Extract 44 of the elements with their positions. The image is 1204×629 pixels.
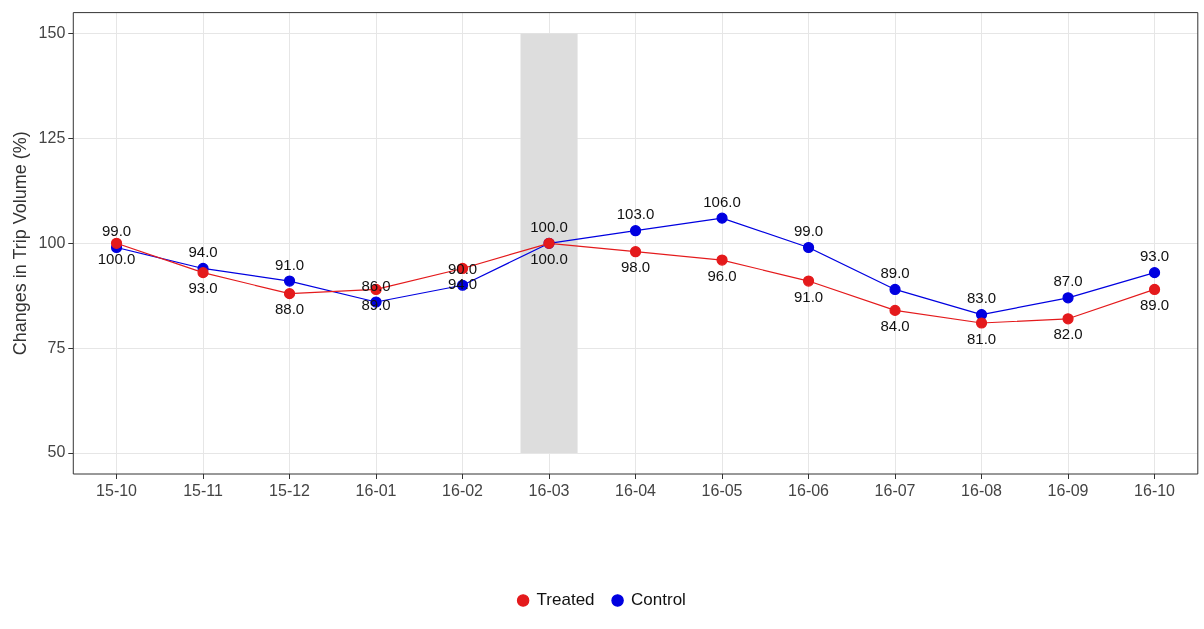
x-tick-label: 16-10 bbox=[1134, 482, 1176, 500]
x-tick-label: 15-12 bbox=[269, 482, 311, 500]
y-tick-label: 50 bbox=[47, 443, 66, 461]
y-axis-title: Changes in Trip Volume (%) bbox=[9, 131, 30, 356]
x-tick-label: 15-11 bbox=[183, 482, 224, 500]
y-tick-label: 150 bbox=[38, 23, 66, 41]
data-label: 91.0 bbox=[793, 287, 824, 305]
data-label: 82.0 bbox=[1053, 325, 1083, 343]
data-label: 88.0 bbox=[274, 300, 305, 318]
data-label: 89.0 bbox=[880, 264, 910, 282]
data-label: 84.0 bbox=[880, 317, 910, 335]
data-label: 83.0 bbox=[966, 289, 997, 307]
data-label: 99.0 bbox=[101, 222, 132, 240]
data-label: 87.0 bbox=[1053, 272, 1083, 290]
data-label: 106.0 bbox=[703, 192, 741, 210]
data-label: 81.0 bbox=[966, 329, 997, 347]
data-label: 103.0 bbox=[616, 205, 655, 223]
data-label: 100.0 bbox=[530, 249, 568, 267]
data-label: 91.0 bbox=[274, 255, 305, 273]
x-tick-label: 16-03 bbox=[528, 482, 570, 500]
data-label: 89.0 bbox=[1139, 296, 1170, 314]
legend-label: Treated bbox=[536, 590, 595, 610]
data-label: 100.0 bbox=[530, 217, 568, 235]
x-tick-label: 16-05 bbox=[701, 482, 743, 500]
x-tick-label: 16-06 bbox=[788, 482, 830, 500]
x-tick-label: 15-10 bbox=[96, 482, 138, 500]
data-label: 93.0 bbox=[188, 279, 218, 297]
y-tick-label: 125 bbox=[38, 128, 66, 146]
x-tick-label: 16-08 bbox=[961, 482, 1003, 500]
y-tick-label: 100 bbox=[38, 233, 66, 251]
data-label: 94.0 bbox=[188, 243, 218, 261]
x-tick-label: 16-09 bbox=[1047, 482, 1089, 500]
x-tick-label: 16-04 bbox=[615, 482, 657, 500]
data-label: 99.0 bbox=[793, 222, 824, 240]
data-label: 93.0 bbox=[1139, 247, 1170, 265]
data-label: 89.0 bbox=[361, 296, 391, 314]
x-tick-label: 16-01 bbox=[355, 482, 397, 500]
data-label: 98.0 bbox=[620, 258, 651, 276]
x-tick-label: 16-07 bbox=[874, 482, 916, 500]
y-tick-label: 75 bbox=[47, 338, 66, 356]
x-tick-label: 16-02 bbox=[442, 482, 484, 500]
data-label: 96.0 bbox=[707, 266, 737, 284]
data-label: 100.0 bbox=[97, 249, 136, 267]
legend-label: Control bbox=[631, 590, 686, 610]
